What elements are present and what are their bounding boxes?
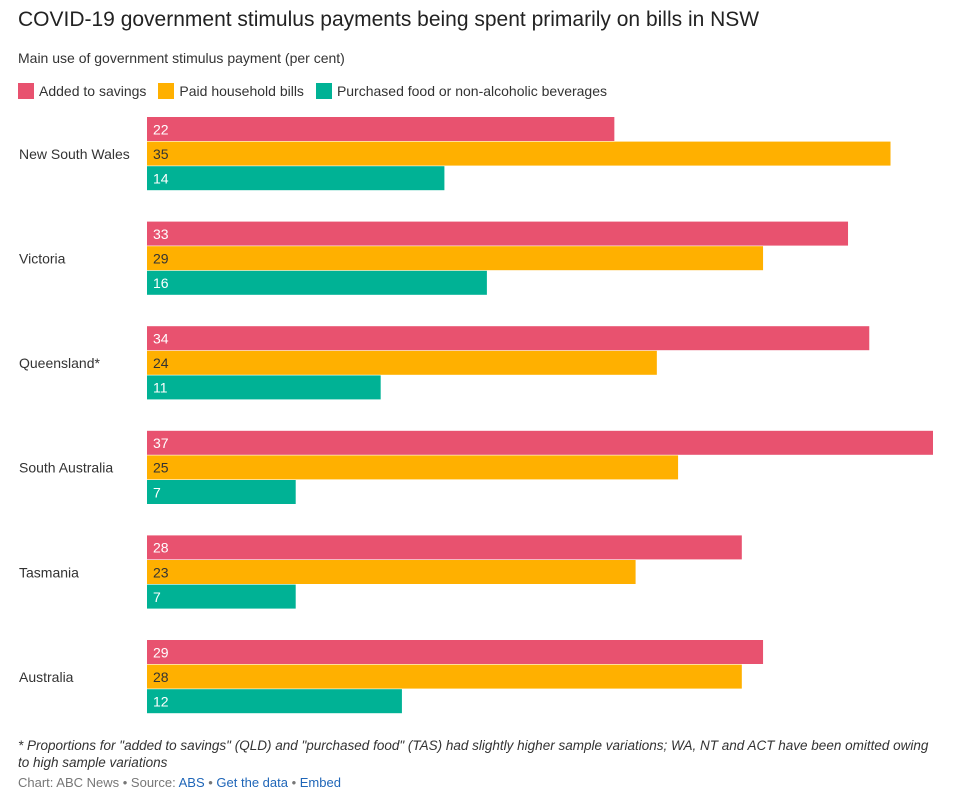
chart-title: COVID-19 government stimulus payments be…	[18, 8, 760, 31]
bar-victoria-bills	[147, 246, 764, 271]
category-label-australia: Australia	[19, 669, 74, 685]
legend: Added to savings Paid household bills Pu…	[18, 83, 619, 99]
category-label-tasmania: Tasmania	[19, 564, 79, 580]
category-label-new-south-wales: New South Wales	[19, 146, 130, 162]
bar-victoria-food	[147, 270, 487, 295]
bar-queensland-bills	[147, 350, 657, 375]
get-data-link[interactable]: Get the data	[216, 775, 288, 790]
bar-chart: New South Wales 22 35 14 Victoria 33 29 16 Queen…	[19, 117, 933, 714]
bar-south-australia-savings	[147, 430, 933, 455]
bar-value-victoria-savings: 33	[153, 226, 169, 242]
category-label-queensland: Queensland*	[19, 355, 101, 371]
bar-south-australia-food	[147, 480, 296, 504]
bar-new-south-wales-food	[147, 166, 445, 191]
source-link[interactable]: ABS	[178, 775, 205, 790]
bar-value-queensland-food: 11	[153, 380, 168, 396]
chart-subtitle: Main use of government stimulus payment …	[18, 50, 345, 66]
bar-victoria-savings	[147, 221, 849, 246]
category-label-victoria: Victoria	[19, 251, 66, 267]
bar-tasmania-bills	[147, 560, 636, 584]
bar-new-south-wales-bills	[147, 141, 891, 166]
legend-swatch-savings	[18, 83, 34, 99]
embed-link[interactable]: Embed	[299, 775, 341, 790]
bar-australia-bills	[147, 664, 742, 689]
bar-value-australia-food: 12	[153, 694, 169, 710]
legend-item-savings: Added to savings	[18, 83, 146, 99]
credit-prefix: Chart: ABC News • Source:	[18, 775, 179, 790]
legend-item-food: Purchased food or non-alcoholic beverage…	[315, 83, 607, 99]
bar-value-south-australia-bills: 25	[153, 460, 169, 476]
bar-value-south-australia-food: 7	[153, 484, 161, 500]
bar-tasmania-food	[147, 584, 296, 609]
bar-south-australia-bills	[147, 455, 679, 480]
bar-value-victoria-food: 16	[153, 275, 169, 291]
bar-value-tasmania-food: 7	[153, 589, 161, 605]
bar-australia-food	[147, 689, 402, 714]
bar-value-south-australia-savings: 37	[153, 435, 169, 451]
bar-value-victoria-bills: 29	[153, 251, 169, 267]
bar-value-tasmania-bills: 23	[153, 564, 169, 580]
legend-label-savings: Added to savings	[39, 83, 147, 99]
bar-value-new-south-wales-bills: 35	[153, 146, 169, 162]
bar-value-tasmania-savings: 28	[153, 540, 169, 556]
legend-label-bills: Paid household bills	[179, 83, 304, 99]
bar-queensland-food	[147, 375, 381, 400]
legend-swatch-bills	[158, 83, 175, 99]
bar-value-new-south-wales-savings: 22	[153, 121, 169, 137]
legend-item-bills: Paid household bills	[158, 83, 304, 99]
legend-label-food: Purchased food or non-alcoholic beverage…	[336, 83, 607, 99]
bar-australia-savings	[147, 640, 764, 664]
bar-tasmania-savings	[147, 535, 742, 560]
legend-swatch-food	[315, 83, 332, 99]
bar-new-south-wales-savings	[147, 117, 615, 141]
category-label-south-australia: South Australia	[19, 460, 113, 476]
credit-separator: •	[204, 775, 217, 790]
bar-queensland-savings	[147, 326, 870, 351]
bar-value-queensland-savings: 34	[153, 331, 169, 347]
chart-credit: Chart: ABC News • Source: ABS • Get the …	[18, 775, 341, 790]
bar-value-australia-bills: 28	[153, 669, 169, 685]
footnote: * Proportions for "added to savings" (QL…	[18, 738, 929, 770]
bar-value-queensland-bills: 24	[153, 355, 169, 371]
bar-value-australia-savings: 29	[153, 644, 169, 660]
credit-separator: •	[287, 775, 300, 790]
bar-value-new-south-wales-food: 14	[153, 171, 169, 187]
